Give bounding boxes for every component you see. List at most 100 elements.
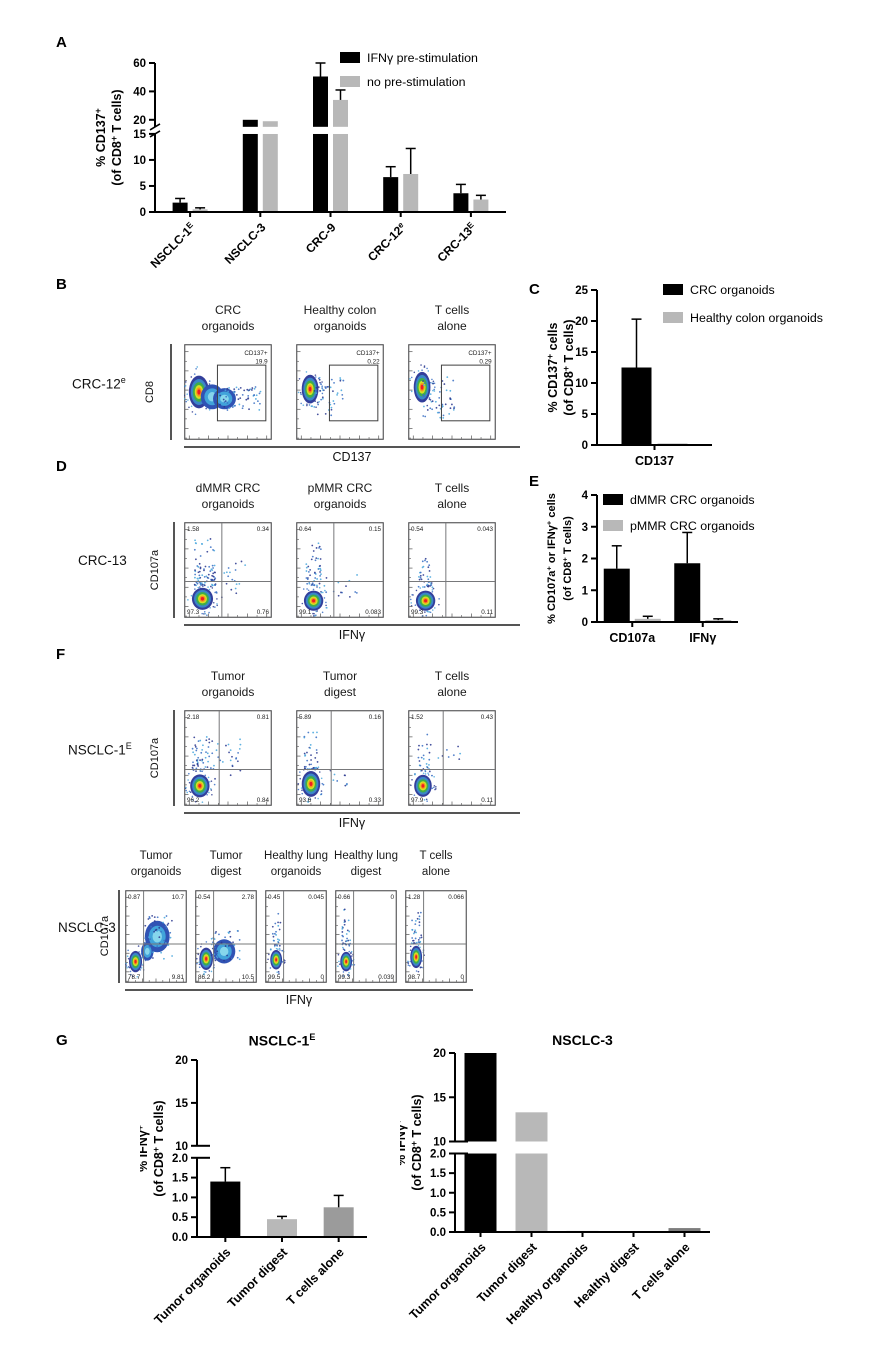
svg-text:60: 60	[133, 58, 146, 70]
svg-text:(of CD8+ T cells): (of CD8+ T cells)	[151, 1100, 166, 1196]
svg-text:1.0: 1.0	[172, 1192, 188, 1204]
svg-text:0.66: 0.66	[338, 894, 351, 901]
panel-a-bar-chart: 0 5 10 15 20 40 60 % CD137+ (of CD8+ T cells) NSC…	[82, 36, 512, 276]
svg-text:0.16: 0.16	[369, 714, 382, 721]
svg-text:CD137+: CD137+	[356, 350, 380, 357]
svg-text:15: 15	[433, 1092, 446, 1104]
svg-text:10: 10	[133, 155, 146, 167]
svg-text:CD137+: CD137+	[468, 350, 492, 357]
svg-text:0.43: 0.43	[481, 714, 494, 721]
svg-text:0: 0	[320, 974, 324, 981]
svg-text:CRC organoids: CRC organoids	[690, 283, 775, 297]
flow-plot: T cells alone 1.28 0.066 98.7 0	[405, 848, 467, 983]
svg-text:0.54: 0.54	[411, 526, 424, 533]
svg-text:2.0: 2.0	[430, 1149, 446, 1161]
flow-y-axis-line	[173, 710, 175, 806]
svg-text:19.9: 19.9	[255, 359, 268, 366]
svg-text:0.11: 0.11	[481, 797, 493, 804]
svg-text:% IFNγ+: % IFNγ+	[140, 1125, 150, 1172]
panel-g-title-right: NSCLC-3	[552, 1032, 613, 1048]
flow-plot: Healthy lung organoids 0.45 0.045 99.5 0	[264, 848, 328, 983]
svg-text:1.28: 1.28	[408, 894, 421, 901]
flow-y-axis-line	[118, 890, 120, 983]
svg-text:0.54: 0.54	[198, 894, 211, 901]
svg-text:0.29: 0.29	[479, 359, 492, 366]
svg-text:% CD107a+ or IFNγ+ cells: % CD107a+ or IFNγ+ cells	[545, 493, 558, 624]
svg-text:20: 20	[433, 1048, 446, 1060]
flow-x-axis-line	[184, 446, 520, 448]
svg-text:Healthy colon organoids: Healthy colon organoids	[690, 311, 823, 325]
svg-text:0.33: 0.33	[369, 797, 382, 804]
svg-text:% CD137+ cells: % CD137+ cells	[545, 322, 560, 412]
flow-plot-title: CRC organoids	[201, 303, 255, 333]
svg-text:CD137: CD137	[635, 454, 674, 468]
svg-text:0: 0	[582, 617, 588, 629]
svg-text:CRC-9: CRC-9	[303, 220, 339, 256]
flow-plot: CRC organoids CD137+ 19.9	[184, 302, 272, 440]
svg-text:1.0: 1.0	[430, 1188, 446, 1200]
flow-plot: pMMR CRC organoids 0.64 0.15 99.1 0.083	[296, 480, 384, 618]
flow-x-axis-label: IFNγ	[338, 816, 366, 830]
flow-plot: T cells alone 0.54 0.043 99.3 0.11	[408, 480, 496, 618]
flow-x-axis-label: IFNγ	[285, 993, 313, 1007]
svg-text:CD107a: CD107a	[609, 631, 656, 645]
svg-text:10: 10	[575, 378, 588, 390]
flow-x-axis-line	[125, 989, 473, 991]
svg-text:99.3: 99.3	[411, 609, 424, 616]
svg-text:1.52: 1.52	[411, 714, 424, 721]
panel-g-letter: G	[56, 1032, 68, 1049]
flow-x-axis-line	[184, 624, 520, 626]
svg-text:20: 20	[175, 1055, 188, 1067]
svg-text:5: 5	[140, 181, 147, 193]
flow-plot: T cells alone 1.52 0.43 97.9 0.11	[408, 668, 496, 806]
svg-text:T cells alone: T cells alone	[284, 1245, 347, 1308]
flow-plot: Tumor organoids 2.18 0.81 96.2 0.84	[184, 668, 272, 806]
row-label: NSCLC-3	[58, 920, 116, 935]
flow-plot: Healthy colon organoids CD137+ 0.22	[296, 302, 384, 440]
flow-plots: dMMR CRC organoids 1.58 0.34 97.3 0.76 pMMR CR…	[184, 480, 496, 618]
flow-plot-title: Tumor organoids	[130, 850, 182, 878]
flow-plots: Tumor organoids 2.18 0.81 96.2 0.84 Tumor diges…	[184, 668, 496, 806]
svg-text:10: 10	[175, 1141, 188, 1153]
svg-text:99.5: 99.5	[268, 974, 281, 981]
svg-text:0.22: 0.22	[367, 359, 380, 366]
svg-text:% CD137+: % CD137+	[93, 108, 108, 167]
svg-text:0: 0	[460, 974, 464, 981]
svg-text:0.84: 0.84	[257, 797, 270, 804]
svg-text:93.6: 93.6	[299, 797, 312, 804]
svg-text:9.81: 9.81	[172, 974, 185, 981]
panel-e-letter: E	[529, 473, 540, 490]
svg-text:15: 15	[133, 129, 146, 141]
svg-text:IFNγ: IFNγ	[689, 631, 716, 645]
svg-text:0.043: 0.043	[477, 526, 493, 533]
flow-plot-title: Healthy colon organoids	[303, 303, 377, 333]
svg-text:0.11: 0.11	[481, 609, 493, 616]
flow-plot-title: T cells alone	[419, 850, 453, 878]
flow-x-axis-label: CD137	[332, 450, 372, 464]
svg-text:0.45: 0.45	[268, 894, 281, 901]
svg-text:86.2: 86.2	[198, 974, 211, 981]
svg-text:0.066: 0.066	[448, 894, 464, 901]
svg-text:1.58: 1.58	[187, 526, 200, 533]
row-label: CRC-12e	[72, 375, 126, 392]
svg-text:0.039: 0.039	[378, 974, 394, 981]
svg-text:5.89: 5.89	[299, 714, 312, 721]
svg-text:CRC-13E: CRC-13E	[434, 219, 479, 264]
svg-text:1: 1	[582, 585, 589, 597]
svg-text:96.2: 96.2	[187, 797, 200, 804]
svg-text:0.81: 0.81	[257, 714, 270, 721]
svg-text:0.0: 0.0	[430, 1227, 446, 1239]
svg-text:(of CD8+ T cells): (of CD8+ T cells)	[409, 1094, 424, 1190]
svg-text:1.5: 1.5	[430, 1168, 447, 1180]
flow-plot-title: Tumor organoids	[201, 669, 255, 699]
svg-text:no pre-stimulation: no pre-stimulation	[367, 75, 466, 89]
panel-g-title-left: NSCLC-1E	[248, 1032, 316, 1049]
svg-text:0.5: 0.5	[172, 1212, 189, 1224]
svg-text:(of CD8+ T cells): (of CD8+ T cells)	[561, 516, 575, 601]
svg-text:CRC-12e: CRC-12e	[364, 219, 409, 264]
panel-g-bar-chart-right: 0.0 0.5 1.0 1.5 2.010 15 20 % IFNγ+(of CD8+ T c…	[393, 1030, 730, 1350]
svg-text:0.045: 0.045	[308, 894, 324, 901]
svg-text:0: 0	[140, 207, 146, 219]
flow-plot-title: Healthy lung organoids	[264, 850, 328, 878]
